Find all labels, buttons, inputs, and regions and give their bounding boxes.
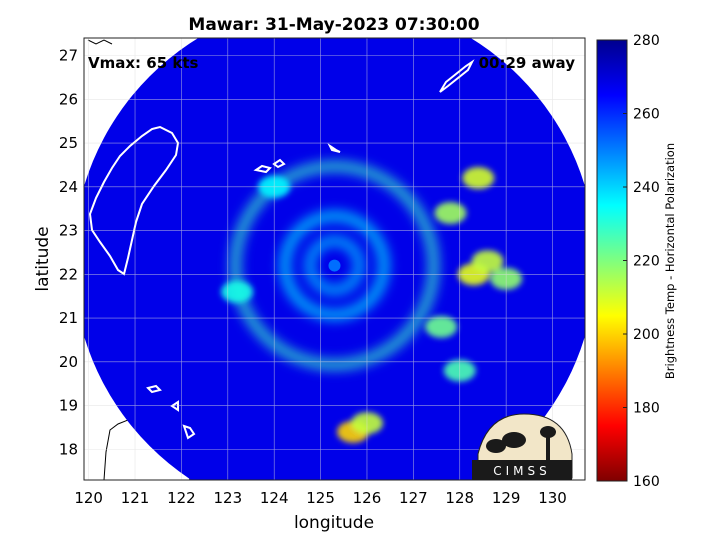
- coastline-batanes-2: [170, 400, 179, 412]
- rainbands: [230, 161, 439, 370]
- water-tower-tank-icon: [540, 426, 556, 438]
- vmax-annotation: Vmax: 65 kts: [88, 54, 198, 72]
- cold-spot-4: [434, 202, 467, 225]
- storm-center: [328, 259, 341, 272]
- cold-spot-1: [471, 250, 504, 273]
- coastline-okinawa: [439, 59, 475, 93]
- water-tower-icon: [546, 436, 550, 460]
- x-tick-121: 121: [121, 489, 150, 507]
- y-tick-21: 21: [59, 309, 78, 327]
- coastline-islet-1: [253, 164, 272, 174]
- rainband-outer-rainband: [230, 161, 439, 370]
- cimss-logo: CIMSS: [472, 413, 573, 480]
- y-tick-22: 22: [59, 265, 78, 283]
- x-tick-124: 124: [260, 489, 289, 507]
- colorbar-tick-240: 240: [633, 180, 660, 196]
- colorbar-tick-labels: 160 180 200 220 240 260 280: [623, 33, 660, 490]
- time-away-annotation: 00:29 away: [479, 54, 576, 72]
- x-axis-label: longitude: [294, 513, 374, 533]
- cold-spot-7: [425, 315, 458, 338]
- x-tick-127: 127: [399, 489, 428, 507]
- y-tick-26: 26: [59, 90, 78, 108]
- y-axis-label: latitude: [33, 226, 53, 291]
- x-tick-125: 125: [306, 489, 335, 507]
- colorbar-tick-280: 280: [633, 33, 660, 49]
- coastline-islet-3: [327, 143, 341, 153]
- x-tick-130: 130: [538, 489, 567, 507]
- y-tick-25: 25: [59, 134, 78, 152]
- y-tick-labels: 18 19 20 21 22 23 24 25 26 27: [59, 47, 78, 459]
- x-tick-122: 122: [167, 489, 196, 507]
- rainband-inner-rainband: [280, 211, 389, 320]
- x-tick-123: 123: [213, 489, 242, 507]
- logo-text: CIMSS: [493, 464, 551, 478]
- chart-title: Mawar: 31-May-2023 07:30:00: [188, 15, 479, 35]
- colorbar-tick-180: 180: [633, 401, 660, 417]
- coastline-batanes-1: [146, 384, 162, 394]
- cold-spot-2: [462, 167, 495, 190]
- colorbar-label: Brightness Temp - Horizontal Polarizatio…: [663, 143, 677, 379]
- colorbar-tick-160: 160: [633, 474, 660, 490]
- coastlines: [88, 59, 475, 440]
- y-tick-24: 24: [59, 178, 78, 196]
- x-tick-126: 126: [353, 489, 382, 507]
- axes-frame: [83, 37, 586, 481]
- y-tick-18: 18: [59, 440, 78, 458]
- y-tick-19: 19: [59, 397, 78, 415]
- y-tick-20: 20: [59, 353, 78, 371]
- coastline-islet-2: [272, 158, 286, 169]
- coastline-luzon-tip: [182, 424, 196, 440]
- y-tick-23: 23: [59, 222, 78, 240]
- x-tick-labels: 120 121 122 123 124 125 126 127 128 129 130: [74, 489, 567, 507]
- logo-bar: [472, 460, 572, 480]
- cold-spot-9: [221, 280, 254, 303]
- cold-spots: [221, 167, 523, 443]
- x-tick-128: 128: [445, 489, 474, 507]
- satellite-dish-icon: [486, 439, 506, 453]
- colorbar: [596, 39, 628, 482]
- satellite-dish-icon-2: [502, 432, 526, 448]
- y-tick-27: 27: [59, 47, 78, 65]
- x-tick-129: 129: [492, 489, 521, 507]
- coastline-taiwan: [88, 125, 180, 276]
- x-tick-120: 120: [74, 489, 103, 507]
- colorbar-tick-260: 260: [633, 107, 660, 123]
- colorbar-tick-200: 200: [633, 327, 660, 343]
- colorbar-tick-220: 220: [633, 254, 660, 270]
- rainband-eyewall: [305, 236, 364, 295]
